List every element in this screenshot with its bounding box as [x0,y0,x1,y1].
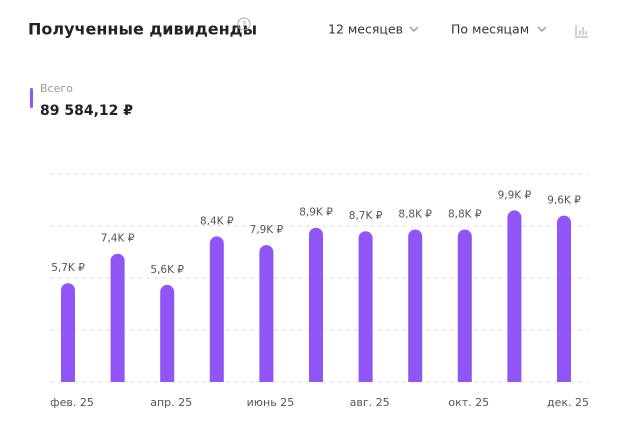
bar [209,236,224,382]
chevron[interactable] [409,26,419,32]
period-label[interactable]: 12 месяцев [328,22,403,37]
period-dropdown[interactable]: 12 месяцев [328,22,419,37]
x-tick-label: фев. 25 [50,396,94,409]
value-label: 8,9K ₽ [299,207,333,219]
value-label: 8,7K ₽ [349,210,383,222]
value-label: 9,6K ₽ [547,195,581,207]
bar [309,227,323,382]
x-tick-label: окт. 25 [448,396,489,409]
value-label: 5,7K ₽ [51,262,85,274]
widget-title: Полученные дивиденды [28,20,257,39]
value-label: 7,4K ₽ [101,233,135,245]
legend-marker [30,88,33,108]
chart-icon[interactable] [575,25,588,38]
x-tick-label: апр. 25 [150,396,192,409]
bar [160,284,175,382]
bar [507,210,522,382]
bar [557,215,572,382]
grouping-label[interactable]: По месяцам [451,22,529,37]
value-label: 9,9K ₽ [498,189,532,201]
value-label: 8,8K ₽ [448,208,482,220]
chevron[interactable] [537,26,547,32]
value-label: 8,4K ₽ [200,215,234,227]
grouping-dropdown[interactable]: По месяцам [451,22,547,37]
x-tick-label: июнь 25 [247,396,295,409]
bar [110,253,125,382]
bar [408,229,423,382]
bar [259,245,274,382]
help-icon[interactable] [237,17,251,31]
value-label: 7,9K ₽ [250,224,284,236]
bar [457,229,472,382]
legend-label: Всего [40,82,73,95]
total-value: 89 584,12 ₽ [40,103,133,119]
value-label: 8,8K ₽ [398,208,432,220]
value-label: 5,6K ₽ [150,264,184,276]
x-tick-label: дек. 25 [547,396,589,409]
bar [358,231,373,382]
help-icon-text[interactable]: ? [242,20,246,29]
x-tick-label: авг. 25 [350,396,390,409]
bar [61,283,75,382]
